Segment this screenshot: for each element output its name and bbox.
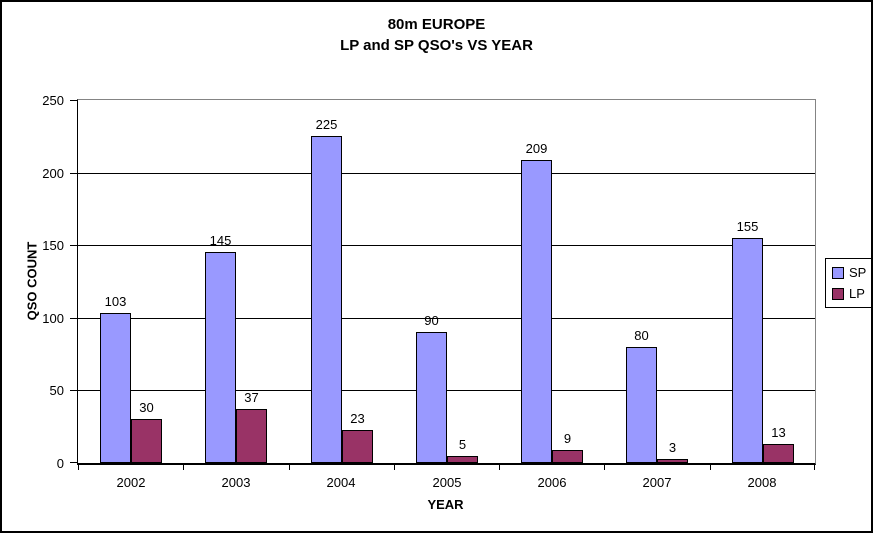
y-tick-label: 100 xyxy=(42,311,64,326)
bar-lp-2008 xyxy=(763,444,794,463)
x-axis-tick xyxy=(710,465,711,470)
bar-lp-2006 xyxy=(552,450,583,463)
x-category-label: 2006 xyxy=(537,475,567,490)
sp-legend-swatch xyxy=(832,266,844,279)
bar-value-label: 145 xyxy=(209,233,232,248)
x-category-label: 2002 xyxy=(116,475,146,490)
bar-sp-2003 xyxy=(205,252,236,463)
bar-sp-2007 xyxy=(626,347,657,463)
y-axis-tick xyxy=(70,173,78,174)
bar-lp-2002 xyxy=(131,419,162,463)
y-axis-tick xyxy=(70,318,78,319)
y-axis-tick xyxy=(70,390,78,391)
y-tick-label: 250 xyxy=(42,93,64,108)
x-axis-tick xyxy=(604,465,605,470)
bar-sp-2006 xyxy=(521,160,552,463)
bar-lp-2003 xyxy=(236,409,267,463)
x-category-label: 2008 xyxy=(747,475,777,490)
chart-title-line2: LP and SP QSO's VS YEAR xyxy=(340,37,533,54)
x-axis-tick xyxy=(499,465,500,470)
bar-sp-2008 xyxy=(732,238,763,463)
x-category-label: 2004 xyxy=(326,475,356,490)
lp-legend-swatch xyxy=(832,287,844,300)
x-axis-tick xyxy=(78,465,79,470)
y-tick-label: 200 xyxy=(42,166,64,181)
gridline xyxy=(78,245,815,246)
legend-item: LP xyxy=(832,287,866,300)
y-axis-title: QSO COUNT xyxy=(24,241,40,321)
bar-value-label: 3 xyxy=(668,440,677,455)
legend: SP LP xyxy=(825,258,871,308)
bar-value-label: 90 xyxy=(424,313,439,328)
y-tick-label: 50 xyxy=(49,383,64,398)
y-tick-label: 150 xyxy=(42,238,64,253)
bar-value-label: 155 xyxy=(736,219,759,234)
y-tick-label: 0 xyxy=(56,456,64,471)
bar-lp-2005 xyxy=(447,456,478,463)
bar-sp-2002 xyxy=(100,313,131,463)
x-axis-tick xyxy=(814,465,815,470)
legend-label: SP xyxy=(849,265,867,280)
legend-label: LP xyxy=(849,286,865,301)
bar-value-label: 9 xyxy=(563,431,572,446)
chart-title: 80m EUROPE LP and SP QSO's VS YEAR xyxy=(2,14,871,56)
x-axis-title: YEAR xyxy=(427,497,464,512)
bar-value-label: 209 xyxy=(525,141,548,156)
x-category-label: 2005 xyxy=(432,475,462,490)
bar-value-label: 80 xyxy=(634,328,649,343)
bar-value-label: 37 xyxy=(244,390,259,405)
y-axis-tick xyxy=(70,462,78,463)
bar-lp-2007 xyxy=(657,459,688,463)
bar-value-label: 30 xyxy=(139,400,154,415)
x-category-label: 2003 xyxy=(221,475,251,490)
bar-value-label: 103 xyxy=(104,294,127,309)
plot-area: 0 50 100 150 200 250 103 30 2002 145 37 2003 225 23 20… xyxy=(42,94,816,490)
bar-lp-2004 xyxy=(342,430,373,463)
bar-sp-2005 xyxy=(416,332,447,463)
x-axis-tick xyxy=(289,465,290,470)
gridline xyxy=(78,318,815,319)
bar-sp-2004 xyxy=(311,136,342,463)
bar-value-label: 225 xyxy=(315,117,338,132)
y-axis-tick xyxy=(70,245,78,246)
x-category-label: 2007 xyxy=(642,475,672,490)
legend-item: SP xyxy=(832,266,866,279)
chart-title-line1: 80m EUROPE xyxy=(387,16,486,33)
y-axis-tick xyxy=(70,100,78,101)
x-axis-tick xyxy=(183,465,184,470)
bar-value-label: 23 xyxy=(350,411,365,426)
bar-value-label: 5 xyxy=(458,437,467,452)
gridline xyxy=(78,173,815,174)
x-axis-tick xyxy=(394,465,395,470)
bar-value-label: 13 xyxy=(771,425,786,440)
